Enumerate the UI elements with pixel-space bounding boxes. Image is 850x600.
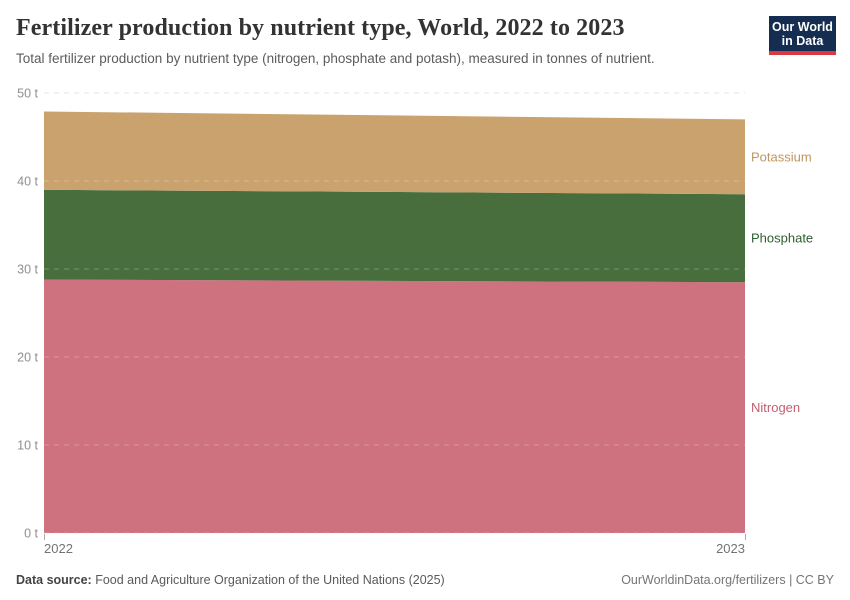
data-source-label: Data source: bbox=[16, 573, 92, 587]
data-source-text: Food and Agriculture Organization of the… bbox=[91, 573, 445, 587]
credit-link[interactable]: OurWorldinData.org/fertilizers | CC BY bbox=[621, 573, 834, 587]
chart-subtitle: Total fertilizer production by nutrient … bbox=[16, 51, 655, 66]
data-source: Data source: Food and Agriculture Organi… bbox=[16, 573, 445, 587]
x-axis-tick-label: 2023 bbox=[716, 541, 745, 556]
y-axis-tick-label: 50 t bbox=[17, 87, 38, 101]
y-axis-tick-label: 30 t bbox=[17, 263, 38, 277]
area-phosphate[interactable] bbox=[44, 189, 745, 283]
x-axis-tick-label: 2022 bbox=[44, 541, 73, 556]
owid-logo-line1: Our World bbox=[772, 20, 833, 34]
y-axis-tick-label: 10 t bbox=[17, 439, 38, 453]
area-nitrogen[interactable] bbox=[44, 279, 745, 533]
area-potassium[interactable] bbox=[44, 111, 745, 195]
series-label-nitrogen[interactable]: Nitrogen bbox=[751, 400, 800, 415]
owid-logo-line2: in Data bbox=[781, 34, 824, 48]
y-axis-tick-label: 0 t bbox=[24, 527, 38, 541]
series-label-phosphate[interactable]: Phosphate bbox=[751, 231, 813, 246]
chart-header: Fertilizer production by nutrient type, … bbox=[16, 13, 750, 67]
page-title: Fertilizer production by nutrient type, … bbox=[16, 15, 625, 41]
y-axis-tick-label: 20 t bbox=[17, 351, 38, 365]
y-axis-tick-label: 40 t bbox=[17, 175, 38, 189]
series-label-potassium[interactable]: Potassium bbox=[751, 149, 812, 164]
owid-logo[interactable]: Our World in Data bbox=[769, 16, 836, 55]
chart-footer: Data source: Food and Agriculture Organi… bbox=[16, 573, 834, 587]
